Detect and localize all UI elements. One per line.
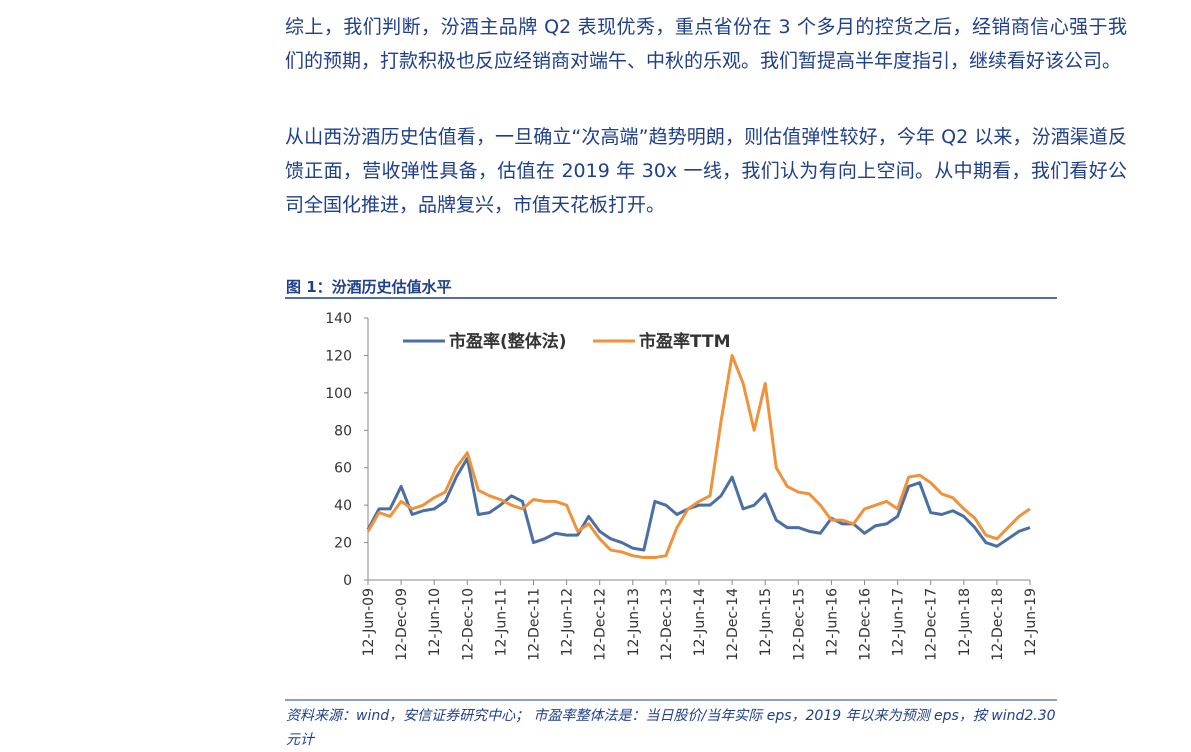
paragraph: 综上，我们判断，汾酒主品牌 Q2 表现优秀，重点省份在 3 个多月的控货之后，经…: [285, 16, 1127, 72]
legend-label: 市盈率TTM: [639, 331, 731, 352]
y-tick-label: 40: [334, 498, 352, 514]
y-tick-label: 120: [325, 348, 352, 364]
y-tick-label: 100: [325, 386, 352, 402]
x-tick-label: 12-Jun-19: [1023, 588, 1039, 656]
x-tick-label: 12-Jun-17: [891, 588, 907, 656]
x-tick-label: 12-Dec-14: [725, 588, 741, 661]
x-tick-label: 12-Jun-13: [626, 588, 642, 656]
x-tick-label: 12-Dec-17: [924, 588, 940, 661]
y-tick-label: 80: [334, 423, 352, 439]
x-tick-label: 12-Jun-11: [493, 588, 509, 656]
x-tick-label: 12-Dec-10: [460, 588, 476, 661]
x-tick-label: 12-Dec-18: [990, 588, 1006, 661]
y-tick-label: 20: [334, 536, 352, 552]
x-tick-label: 12-Dec-12: [593, 588, 609, 661]
x-tick-label: 12-Jun-15: [758, 588, 774, 656]
series-line: [366, 456, 1031, 552]
x-tick-label: 12-Jun-12: [560, 588, 576, 656]
series-line: [366, 353, 1031, 560]
x-tick-label: 12-Jun-16: [824, 588, 840, 656]
paragraph: 从山西汾酒历史估值看，一旦确立“次高端”趋势明朗，则估值弹性较好，今年 Q2 以…: [285, 126, 1127, 216]
x-tick-label: 12-Jun-09: [361, 588, 377, 656]
y-tick-label: 140: [325, 311, 352, 327]
y-tick-label: 0: [343, 573, 352, 589]
figure-title: 图 1：汾酒历史估值水平: [286, 278, 452, 296]
y-tick-label: 60: [334, 461, 352, 477]
x-tick-label: 12-Jun-18: [957, 588, 973, 656]
x-tick-label: 12-Jun-10: [427, 588, 443, 656]
legend-label: 市盈率(整体法): [449, 331, 567, 352]
x-tick-label: 12-Dec-15: [791, 588, 807, 661]
x-tick-label: 12-Dec-11: [527, 588, 543, 661]
x-tick-label: 12-Jun-14: [692, 588, 708, 656]
x-tick-label: 12-Dec-09: [394, 588, 410, 661]
x-tick-label: 12-Dec-16: [858, 588, 874, 661]
x-tick-label: 12-Dec-13: [659, 588, 675, 661]
